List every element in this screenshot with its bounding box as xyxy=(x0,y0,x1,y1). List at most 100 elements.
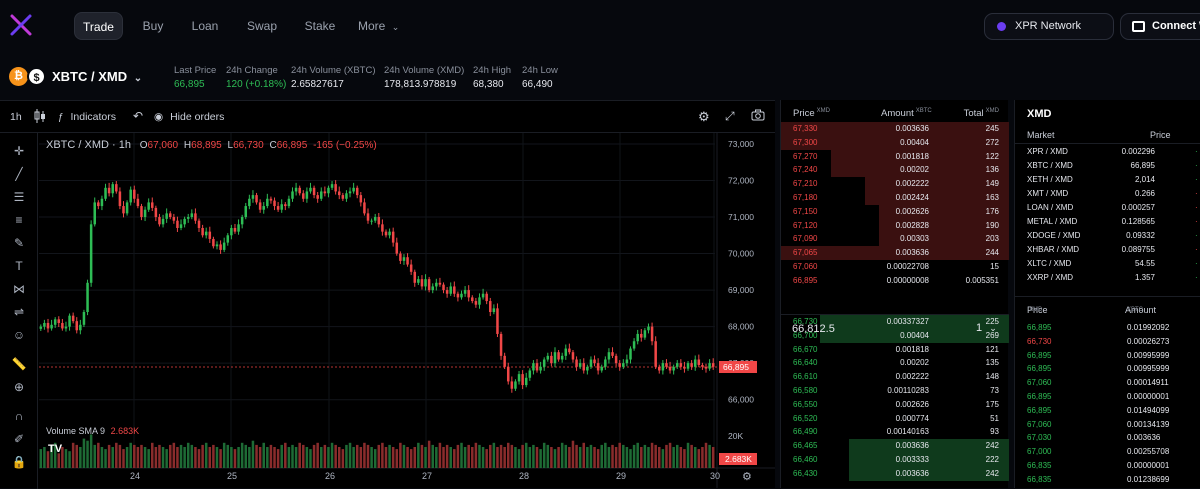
candle-style-icon[interactable] xyxy=(34,109,46,126)
volume-bar xyxy=(373,449,377,468)
candle-body xyxy=(219,244,222,250)
horizontal-lines-icon[interactable]: ☰ xyxy=(13,190,25,204)
ruler-icon[interactable]: 📏 xyxy=(11,357,27,371)
bid-row[interactable]: 66,580 0.00110283 73 xyxy=(781,384,1009,398)
tab-loan[interactable]: Loan xyxy=(191,19,219,33)
ob-price-unit: XMD xyxy=(816,108,830,114)
ask-row[interactable]: 67,300 0.00404 272 xyxy=(781,135,1009,150)
candle-body xyxy=(327,187,330,194)
camera-icon[interactable] xyxy=(751,109,765,124)
tab-buy[interactable]: Buy xyxy=(142,19,164,33)
price-chart[interactable]: 73,000 72,000 71,000 70,000 69,000 68,000 67,0… xyxy=(39,133,775,488)
ob-total: 163 xyxy=(985,193,999,202)
fullscreen-icon[interactable]: ⤢ xyxy=(725,109,735,123)
tab-swap[interactable]: Swap xyxy=(246,19,278,33)
candle-body xyxy=(697,359,701,365)
measure-lines-icon[interactable]: ⇌ xyxy=(13,305,25,319)
ask-row[interactable]: 67,330 0.003636 245 xyxy=(781,122,1009,136)
network-selector-button[interactable]: XPR Network xyxy=(984,13,1114,40)
text-tool-icon[interactable]: T xyxy=(15,259,23,273)
settings-gear-icon[interactable]: ⚙ xyxy=(698,109,710,124)
bid-row[interactable]: 66,460 0.003333 222 xyxy=(781,453,1009,467)
bid-row[interactable]: 66,490 0.00140163 93 xyxy=(781,425,1009,439)
bid-row[interactable]: 66,520 0.000774 51 xyxy=(781,412,1009,426)
market-row[interactable]: METAL / XMD 0.128565 · xyxy=(1015,215,1200,229)
ob-amount: 0.001818 xyxy=(895,344,929,354)
bid-row[interactable]: 66,610 0.002222 148 xyxy=(781,370,1009,384)
candle-body xyxy=(384,231,388,236)
ask-row[interactable]: 67,210 0.002222 149 xyxy=(781,177,1009,191)
market-row[interactable]: XXRP / XMD 1.357 · xyxy=(1015,271,1200,285)
zoom-in-icon[interactable]: ⊕ xyxy=(13,380,25,394)
ask-row[interactable]: 67,060 0.00022708 15 xyxy=(781,260,1009,274)
ask-row[interactable]: 66,895 0.00000008 0.005351 xyxy=(781,274,1009,288)
ask-row[interactable]: 67,090 0.00303 203 xyxy=(781,232,1009,247)
magnet-icon[interactable]: ∩ xyxy=(14,409,24,423)
candle-body xyxy=(409,264,413,272)
trades-amount-unit: XBTC xyxy=(1127,307,1144,313)
trade-price: 67,060 xyxy=(1027,378,1052,388)
brush-icon[interactable]: ✎ xyxy=(13,236,25,250)
fib-icon[interactable]: ≡ xyxy=(15,213,23,227)
bid-row[interactable]: 66,430 0.003636 242 xyxy=(781,466,1009,481)
volume-bar xyxy=(97,442,100,468)
ask-row[interactable]: 67,180 0.002424 163 xyxy=(781,191,1009,205)
volume-bar xyxy=(568,447,571,468)
trade-row: 66,895 0.00000001 xyxy=(1015,390,1200,404)
candle-body xyxy=(578,363,582,367)
trend-line-icon[interactable]: ╱ xyxy=(15,167,23,181)
volume-bar xyxy=(668,442,672,468)
market-row[interactable]: LOAN / XMD 0.000257 · xyxy=(1015,201,1200,215)
volume-bar xyxy=(586,447,589,468)
market-row[interactable]: XDOGE / XMD 0.09332 · xyxy=(1015,229,1200,243)
ask-row[interactable]: 67,065 0.003636 244 xyxy=(781,246,1009,260)
bid-row[interactable]: 66,700 0.00404 269 xyxy=(781,328,1009,343)
app-logo-icon[interactable] xyxy=(8,12,34,38)
ob-total: 149 xyxy=(985,179,999,189)
volume-bar xyxy=(632,444,636,468)
tab-more[interactable]: More ⌄ xyxy=(358,12,408,40)
volume-bar xyxy=(575,444,578,468)
market-row[interactable]: XMT / XMD 0.266 · xyxy=(1015,187,1200,201)
ob-amount: 0.002626 xyxy=(895,206,929,216)
chart-settings-gear-icon[interactable]: ⚙ xyxy=(742,471,752,483)
market-row[interactable]: XPR / XMD 0.002296 · xyxy=(1015,145,1200,159)
precision-selector[interactable]: 1 ⌄ xyxy=(976,322,997,334)
lock-drawing-icon[interactable]: ✐ xyxy=(13,432,25,446)
market-row[interactable]: XETH / XMD 2,014 · xyxy=(1015,173,1200,187)
bid-row[interactable]: 66,550 0.002626 175 xyxy=(781,398,1009,412)
crosshair-icon[interactable]: ✛ xyxy=(13,144,25,158)
ask-row[interactable]: 67,120 0.002828 190 xyxy=(781,218,1009,233)
emoji-icon[interactable]: ☺ xyxy=(12,328,26,342)
market-row[interactable]: XLTC / XMD 54.55 · xyxy=(1015,257,1200,271)
ask-row[interactable]: 67,240 0.00202 136 xyxy=(781,163,1009,178)
candle-body xyxy=(341,195,345,199)
market-row[interactable]: XHBAR / XMD 0.089755 · xyxy=(1015,243,1200,257)
candle-body xyxy=(255,195,258,203)
ob-price: 66,580 xyxy=(793,386,818,395)
lock-icon[interactable]: 🔒 xyxy=(11,455,27,469)
hide-orders-button[interactable]: ◉ Hide orders xyxy=(154,111,224,123)
bid-row[interactable]: 66,730 0.00337327 225 xyxy=(781,315,1009,329)
interval-selector[interactable]: 1h xyxy=(10,111,22,123)
undo-icon[interactable]: ↶ xyxy=(133,109,144,123)
pattern-icon[interactable]: ⋈ xyxy=(13,282,25,296)
candle-body xyxy=(546,355,550,360)
ob-amount-unit: XBTC xyxy=(915,108,932,114)
candle-body xyxy=(711,363,715,367)
indicators-button[interactable]: ƒ Indicators xyxy=(58,111,116,123)
tab-trade[interactable]: Trade xyxy=(74,12,123,40)
ask-row[interactable]: 67,150 0.002626 176 xyxy=(781,204,1009,219)
network-label: XPR Network xyxy=(1015,20,1082,32)
ask-row[interactable]: 67,270 0.001818 122 xyxy=(781,149,1009,164)
tab-stake[interactable]: Stake xyxy=(304,19,336,33)
market-row[interactable]: XBTC / XMD 66,895 · xyxy=(1015,159,1200,173)
bid-row[interactable]: 66,465 0.003636 242 xyxy=(781,439,1009,453)
bid-row[interactable]: 66,640 0.00202 135 xyxy=(781,356,1009,370)
candle-body xyxy=(294,187,298,192)
pair-selector[interactable]: XBTC / XMD ⌄ xyxy=(52,69,142,84)
ob-total: 244 xyxy=(985,248,999,258)
volume-bar xyxy=(334,444,337,468)
bid-row[interactable]: 66,670 0.001818 121 xyxy=(781,343,1009,357)
connect-wallet-button[interactable]: Connect W xyxy=(1120,13,1200,40)
